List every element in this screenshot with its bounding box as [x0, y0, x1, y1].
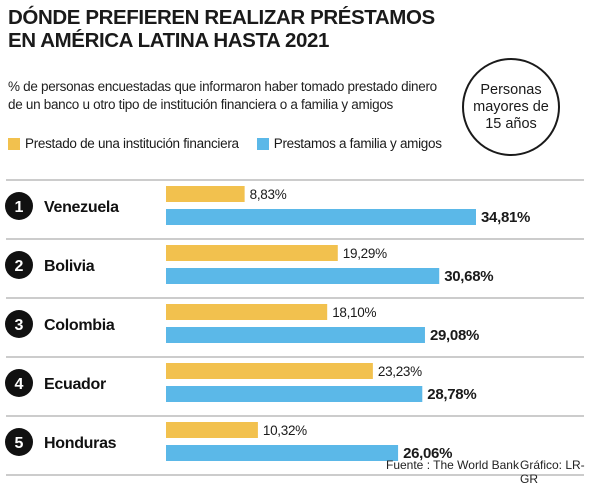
rank-circle — [5, 369, 33, 397]
bar-family — [166, 209, 476, 225]
data-label-financial: 19,29% — [343, 246, 387, 261]
data-label-financial: 10,32% — [263, 423, 307, 438]
bar-family — [166, 327, 425, 343]
data-label-family: 29,08% — [430, 327, 479, 344]
rank-circle — [5, 428, 33, 456]
rank-circle — [5, 310, 33, 338]
legend-swatch-family — [256, 137, 269, 150]
rank-number: 5 — [15, 435, 24, 452]
bar-financial — [166, 363, 373, 379]
bar-financial — [166, 304, 328, 320]
rank-number: 3 — [15, 317, 24, 334]
category-label: Honduras — [44, 435, 117, 452]
bar-family — [166, 445, 399, 461]
data-label-family: 26,06% — [403, 445, 452, 462]
data-label-financial: 8,83% — [250, 187, 287, 202]
category-label: Ecuador — [44, 376, 106, 393]
rank-circle — [5, 251, 33, 279]
chart-subtitle: % de personas encuestadas que informaron… — [8, 79, 437, 112]
legend-label-family: Prestamos a familia y amigos — [273, 136, 442, 151]
legend-label-financial: Prestado de una institución financiera — [25, 136, 239, 151]
data-label-financial: 18,10% — [332, 305, 376, 320]
bar-financial — [166, 422, 258, 438]
category-label: Venezuela — [44, 199, 119, 216]
data-label-family: 34,81% — [481, 209, 530, 226]
rank-number: 2 — [15, 258, 24, 275]
legend-item-financial: Prestado de una institución financiera — [8, 136, 239, 151]
legend-swatch-financial — [8, 137, 20, 150]
population-badge-text: Personas mayores de 15 años — [473, 81, 549, 132]
bar-family — [166, 268, 440, 284]
chart-legend: Prestado de una institución financiera P… — [8, 136, 460, 151]
data-label-family: 30,68% — [444, 268, 493, 285]
rank-number: 4 — [15, 376, 24, 393]
bar-family — [166, 386, 423, 402]
chart-title: DÓNDE PREFIEREN REALIZAR PRÉSTAMOS EN AM… — [8, 6, 435, 52]
source-note: Fuente : The World Bank — [386, 458, 519, 472]
category-label: Bolivia — [44, 258, 95, 275]
category-label: Colombia — [44, 317, 115, 334]
rank-number: 1 — [15, 199, 24, 216]
population-badge: Personas mayores de 15 años — [462, 58, 560, 156]
data-label-financial: 23,23% — [378, 364, 422, 379]
credit-note: Gráfico: LR-GR — [520, 458, 585, 486]
legend-item-family: Prestamos a familia y amigos — [256, 136, 442, 151]
rank-circle — [5, 192, 33, 220]
bar-financial — [166, 186, 245, 202]
bar-financial — [166, 245, 338, 261]
data-label-family: 28,78% — [427, 386, 476, 403]
